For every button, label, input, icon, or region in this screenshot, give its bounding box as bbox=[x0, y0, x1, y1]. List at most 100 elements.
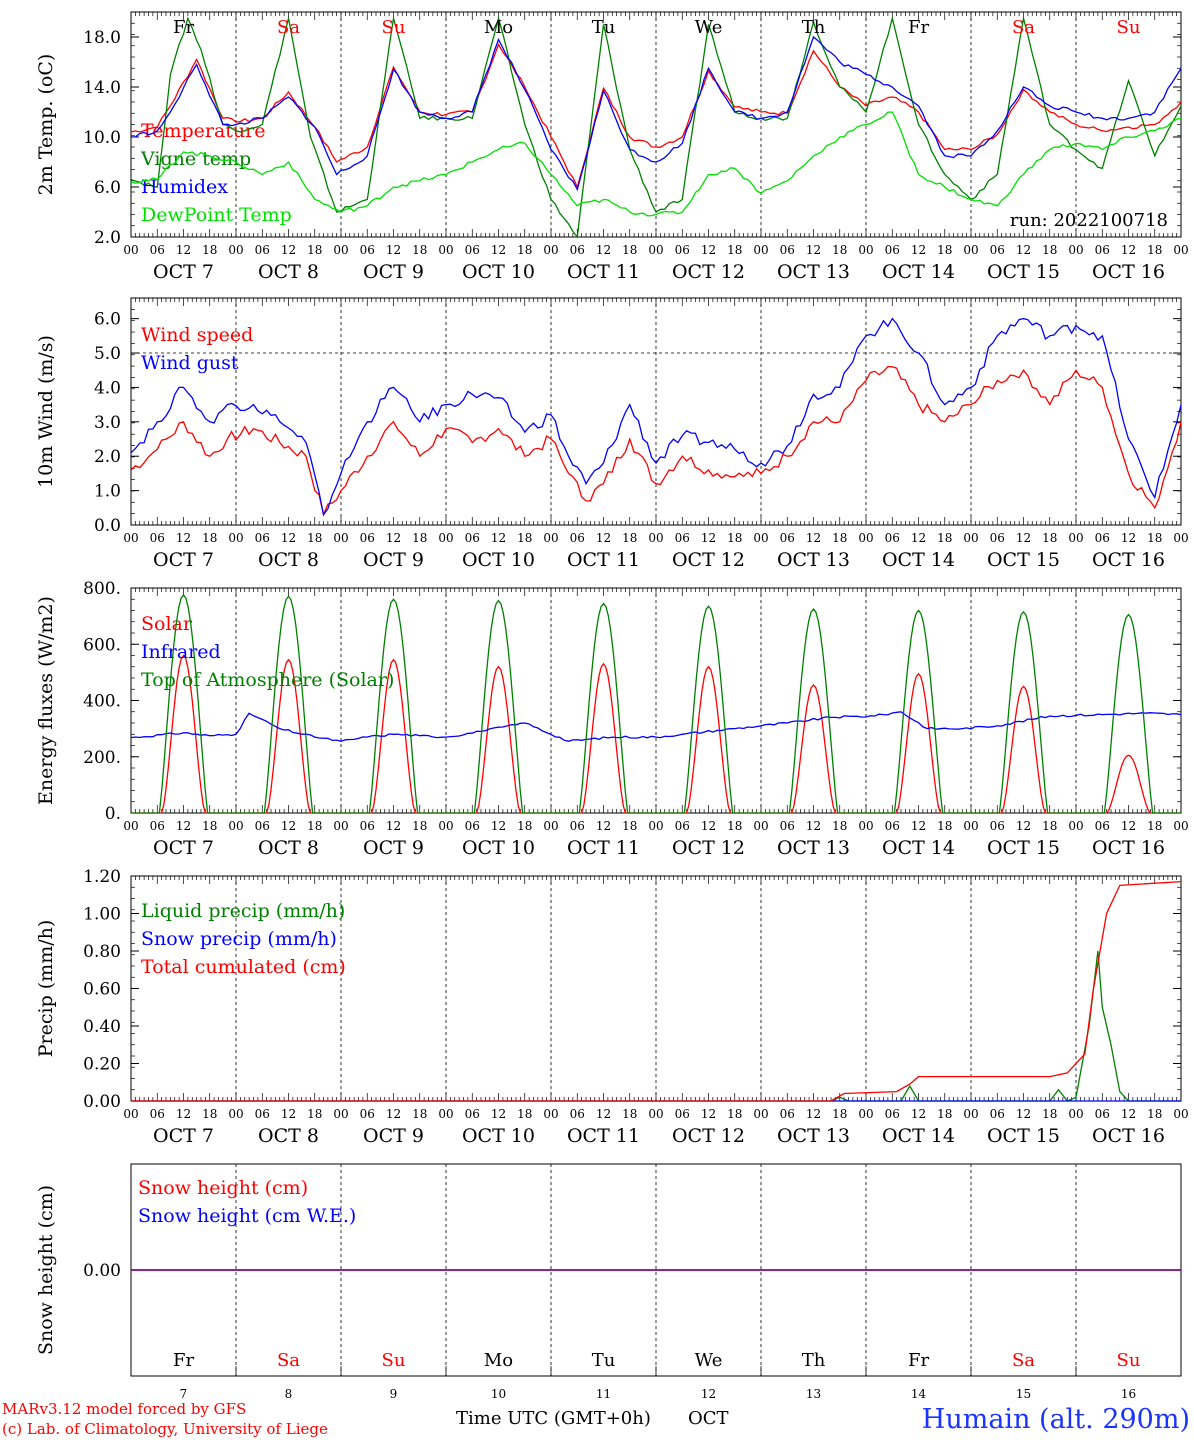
hour-tick-label: 18 bbox=[832, 1107, 847, 1121]
hour-tick-label: 00 bbox=[753, 243, 768, 257]
hour-tick-label: 06 bbox=[255, 819, 270, 833]
hour-tick-label: 00 bbox=[1068, 1107, 1083, 1121]
y-tick-label: 4.0 bbox=[94, 378, 121, 398]
hour-tick-label: 00 bbox=[753, 531, 768, 545]
date-label: OCT 14 bbox=[882, 1125, 955, 1147]
series-line-vigne-temp bbox=[130, 15, 1182, 239]
hour-tick-label: 18 bbox=[727, 243, 742, 257]
date-label: OCT 7 bbox=[153, 549, 214, 571]
day-of-week-label: Mo bbox=[484, 1350, 513, 1371]
hour-tick-label: 18 bbox=[412, 819, 427, 833]
hour-tick-label: 12 bbox=[491, 819, 506, 833]
hour-tick-label: 06 bbox=[1095, 243, 1110, 257]
y-axis-label: 2m Temp. (oC) bbox=[35, 54, 57, 196]
hour-tick-label: 12 bbox=[701, 243, 716, 257]
hour-tick-label: 18 bbox=[202, 243, 217, 257]
day-number-label: 13 bbox=[806, 1387, 821, 1401]
hour-tick-label: 18 bbox=[1042, 819, 1057, 833]
hour-tick-label: 00 bbox=[963, 1107, 978, 1121]
panel-2: 00 06 12 18 OCT 7 00 06 12 18 OCT 8 00 06 12 18 OCT 9 0… bbox=[35, 297, 1189, 571]
series-line-humidex bbox=[130, 35, 1182, 192]
date-label: OCT 11 bbox=[567, 549, 640, 571]
hour-tick-label: 00 bbox=[228, 531, 243, 545]
day-of-week-label: Fr bbox=[173, 17, 194, 38]
hour-tick-label: 18 bbox=[1147, 243, 1162, 257]
legend-entry: Wind speed bbox=[141, 324, 253, 346]
hour-tick-label: 06 bbox=[780, 531, 795, 545]
legend-entry: Humidex bbox=[141, 176, 228, 198]
y-tick-label: 400. bbox=[83, 692, 121, 712]
y-tick-label: 2.0 bbox=[94, 228, 121, 248]
footer-month: OCT bbox=[688, 1408, 729, 1429]
hour-tick-label: 06 bbox=[255, 531, 270, 545]
footer-lab: (c) Lab. of Climatology, University of L… bbox=[2, 1420, 328, 1438]
hour-tick-label: 00 bbox=[648, 531, 663, 545]
hour-tick-label: 00 bbox=[333, 243, 348, 257]
date-label: OCT 15 bbox=[987, 549, 1060, 571]
day-of-week-label: Tu bbox=[592, 1350, 616, 1371]
legend-entry: Total cumulated (cm) bbox=[141, 956, 346, 978]
y-tick-label: 14.0 bbox=[83, 78, 121, 98]
hour-tick-label: 18 bbox=[937, 819, 952, 833]
legend-entry: DewPoint Temp bbox=[141, 204, 292, 226]
date-label: OCT 7 bbox=[153, 1125, 214, 1147]
hour-tick-label: 06 bbox=[150, 531, 165, 545]
date-label: OCT 14 bbox=[882, 261, 955, 283]
hour-tick-label: 12 bbox=[806, 243, 821, 257]
hour-tick-label: 12 bbox=[281, 243, 296, 257]
series-line-total-cumulated-cm- bbox=[131, 880, 1182, 1102]
hour-tick-label: 12 bbox=[491, 531, 506, 545]
hour-tick-label: 00 bbox=[648, 819, 663, 833]
hour-tick-label: 00 bbox=[753, 1107, 768, 1121]
hour-tick-label: 12 bbox=[1016, 243, 1031, 257]
y-tick-label: 800. bbox=[83, 579, 121, 599]
date-label: OCT 11 bbox=[567, 837, 640, 859]
legend-entry: Top of Atmosphere (Solar) bbox=[141, 669, 394, 691]
hour-tick-label: 06 bbox=[360, 531, 375, 545]
y-tick-label: 10.0 bbox=[83, 128, 121, 148]
day-number-label: 10 bbox=[491, 1387, 506, 1401]
hour-tick-label: 06 bbox=[990, 1107, 1005, 1121]
day-number-label: 15 bbox=[1016, 1387, 1031, 1401]
hour-tick-label: 12 bbox=[701, 1107, 716, 1121]
footer-time-axis: Time UTC (GMT+0h) bbox=[456, 1408, 651, 1429]
date-label: OCT 7 bbox=[153, 837, 214, 859]
day-number-label: 14 bbox=[911, 1387, 927, 1401]
hour-tick-label: 00 bbox=[858, 1107, 873, 1121]
hour-tick-label: 18 bbox=[727, 819, 742, 833]
hour-tick-label: 00 bbox=[858, 243, 873, 257]
date-label: OCT 16 bbox=[1092, 549, 1165, 571]
day-of-week-label: Th bbox=[802, 17, 826, 38]
date-label: OCT 8 bbox=[258, 549, 319, 571]
date-label: OCT 13 bbox=[777, 549, 850, 571]
hour-tick-label: 00 bbox=[963, 531, 978, 545]
y-tick-label: 6.0 bbox=[94, 178, 121, 198]
hour-tick-label: 06 bbox=[465, 819, 480, 833]
day-of-week-label: Sa bbox=[1012, 1350, 1035, 1371]
hour-tick-label: 12 bbox=[1121, 1107, 1136, 1121]
date-label: OCT 16 bbox=[1092, 837, 1165, 859]
hour-tick-label: 18 bbox=[307, 1107, 322, 1121]
hour-tick-label: 00 bbox=[753, 819, 768, 833]
hour-tick-label: 06 bbox=[360, 819, 375, 833]
y-tick-label: 0. bbox=[105, 804, 121, 824]
hour-tick-label: 12 bbox=[911, 819, 926, 833]
date-label: OCT 14 bbox=[882, 549, 955, 571]
hour-tick-label: 00 bbox=[1068, 531, 1083, 545]
hour-tick-label: 00 bbox=[963, 243, 978, 257]
hour-tick-label: 00 bbox=[543, 1107, 558, 1121]
hour-tick-label: 12 bbox=[1121, 243, 1136, 257]
y-tick-label: 1.00 bbox=[83, 905, 121, 925]
hour-tick-label: 06 bbox=[570, 243, 585, 257]
hour-tick-label: 12 bbox=[176, 819, 191, 833]
series-line-top-of-atmosphere-solar- bbox=[131, 593, 1181, 814]
panel-1: 00 06 12 18 OCT 7 00 06 12 18 OCT 8 00 06 12 18 OCT 9 0… bbox=[35, 11, 1189, 283]
hour-tick-label: 06 bbox=[360, 243, 375, 257]
hour-tick-label: 12 bbox=[281, 1107, 296, 1121]
date-label: OCT 12 bbox=[672, 549, 745, 571]
hour-tick-label: 06 bbox=[570, 819, 585, 833]
run-label: run: 2022100718 bbox=[1010, 210, 1168, 231]
hour-tick-label: 00 bbox=[1173, 1107, 1188, 1121]
hour-tick-label: 18 bbox=[832, 819, 847, 833]
hour-tick-label: 18 bbox=[1042, 1107, 1057, 1121]
